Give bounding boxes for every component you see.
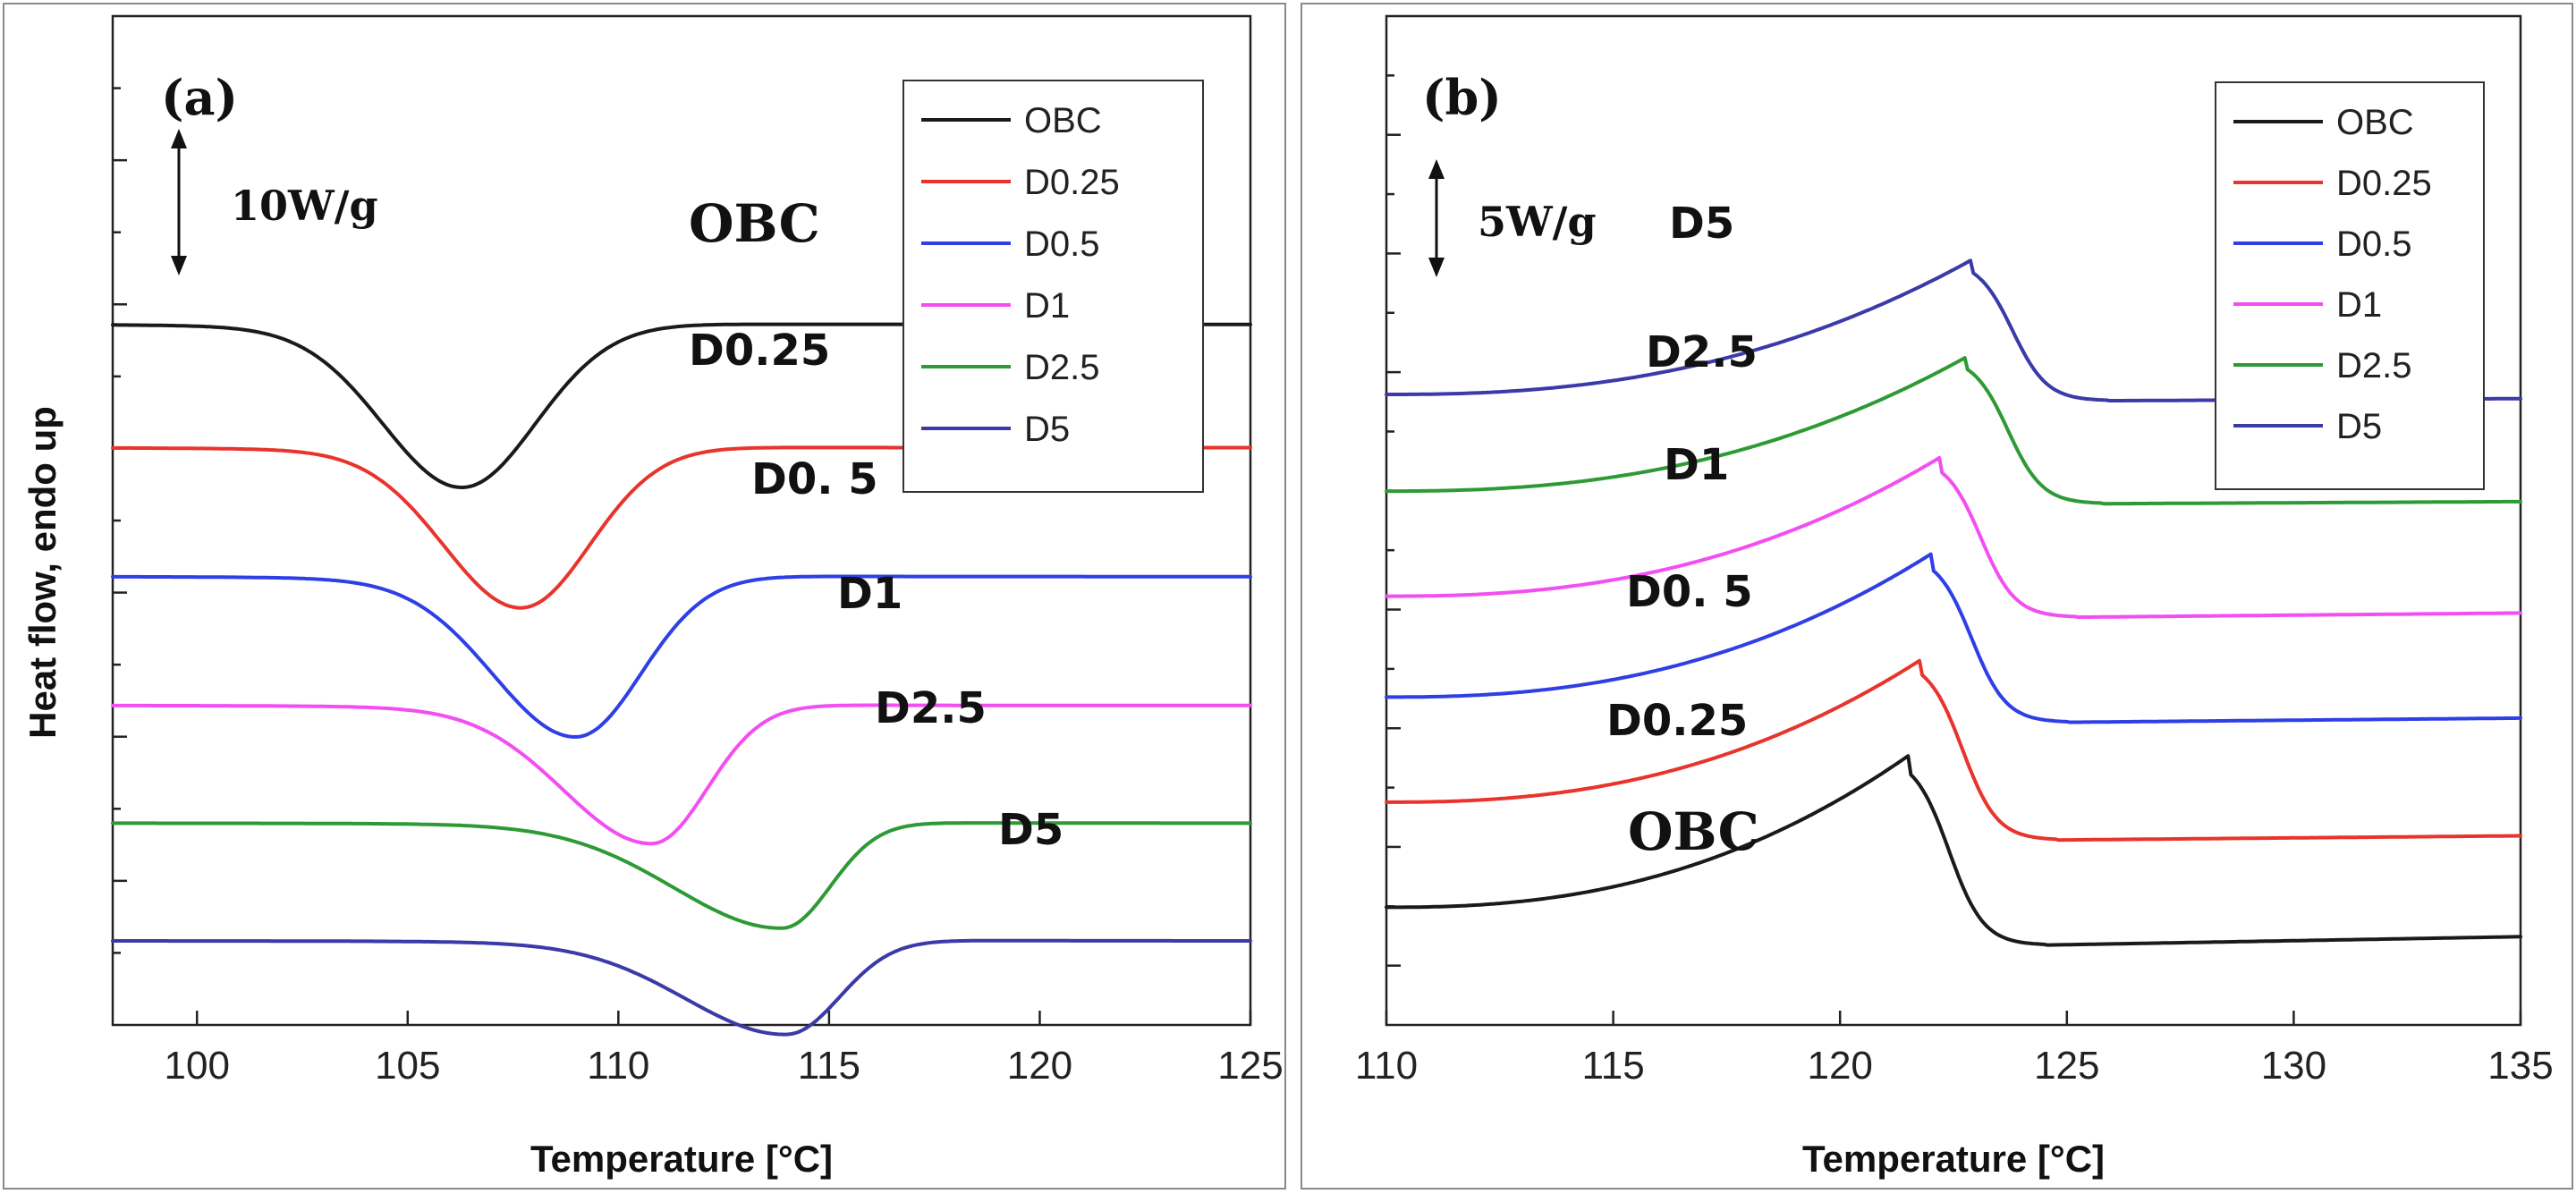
panel-a-scale-arrow-up	[171, 129, 187, 148]
panel-a-curve-labels: OBC D0.25 D0. 5 D1 D2.5 D5	[689, 193, 1063, 855]
panel-b: 110 115 120 125 130 135 (b) 5W/g OBC D0.25 D0…	[1301, 3, 2573, 1190]
panel-b-series	[1385, 258, 2522, 947]
panel-b-border	[1301, 3, 2573, 1190]
panel-a-curve-label-d05: D0. 5	[751, 454, 878, 504]
panel-b-curve-label-d025: D0.25	[1606, 696, 1748, 746]
panel-a-scale-arrow-down	[171, 256, 187, 275]
panel-a-scale-bar: 10W/g	[171, 129, 378, 275]
x-tick-label-120: 120	[1007, 1044, 1072, 1088]
panel-a-x-axis-title: Temperature [°C]	[530, 1138, 833, 1180]
x-tick-label-125: 125	[2034, 1044, 2099, 1088]
x-tick-label-130: 130	[2261, 1044, 2326, 1088]
x-tick-label-110: 110	[587, 1044, 649, 1088]
x-tick-label-115: 115	[1582, 1044, 1645, 1088]
panel-a-curve-label-obc: OBC	[689, 193, 820, 254]
panel-b-scale-label: 5W/g	[1478, 198, 1597, 246]
legend-label-d5: D5	[2336, 407, 2382, 446]
series-line-d0-5	[1385, 552, 2522, 724]
panel-a-curve-label-d25: D2.5	[875, 683, 987, 733]
series-line-d2-5	[111, 821, 1252, 930]
legend-label-d2-5: D2.5	[2336, 346, 2412, 385]
x-tick-label-125: 125	[1217, 1044, 1283, 1088]
panel-a-curve-label-d1: D1	[837, 569, 902, 619]
panel-b-scale-arrow-up	[1428, 159, 1445, 179]
panel-b-curve-label-obc: OBC	[1628, 801, 1759, 862]
series-line-d0-5	[111, 574, 1252, 739]
legend-label-d1: D1	[2336, 285, 2382, 325]
series-line-obc	[1385, 754, 2522, 947]
legend-label-obc: OBC	[2336, 103, 2414, 142]
panel-a-series	[111, 322, 1252, 1037]
panel-a-y-axis-title: Heat flow, endo up	[21, 406, 64, 739]
legend-label-d1: D1	[1024, 286, 1070, 326]
legend-label-d5: D5	[1024, 410, 1070, 449]
panel-a-legend: OBC D0.25 D0.5 D1 D2.5 D5	[902, 80, 1204, 493]
x-tick-label-110: 110	[1355, 1044, 1418, 1088]
series-line-d0-25	[1385, 658, 2522, 843]
panel-a-legend-items: OBC D0.25 D0.5 D1 D2.5 D5	[921, 101, 1120, 449]
panel-a-y-ticks	[113, 87, 127, 954]
panel-a-tag: (a)	[161, 69, 238, 126]
panel-b-curve-label-d5: D5	[1669, 199, 1734, 249]
panel-b-y-ticks	[1386, 74, 1401, 967]
legend-label-d0-5: D0.5	[1024, 224, 1100, 264]
x-tick-label-105: 105	[375, 1044, 440, 1088]
panel-a-legend-box	[902, 80, 1204, 493]
series-line-d1	[1385, 455, 2522, 620]
series-line-d1	[111, 703, 1252, 846]
x-tick-label-120: 120	[1807, 1044, 1872, 1088]
panel-b-plot-frame	[1385, 14, 2522, 1027]
panel-b-legend-box	[2215, 81, 2485, 490]
series-line-d2-5	[1385, 356, 2522, 506]
panel-b-scale-bar: 5W/g	[1428, 159, 1597, 277]
legend-label-d2-5: D2.5	[1024, 348, 1100, 387]
panel-b-tag: (b)	[1422, 69, 1502, 126]
panel-b-curve-labels: OBC D0.25 D0. 5 D1 D2.5 D5	[1606, 199, 1759, 862]
panel-b-x-ticks: 110 115 120 125 130 135	[1355, 1011, 2554, 1088]
panel-b-legend: OBC D0.25 D0.5 D1 D2.5 D5	[2215, 81, 2485, 490]
x-tick-label-115: 115	[798, 1044, 860, 1088]
series-line-d5	[111, 938, 1252, 1037]
panel-a-x-ticks: 100 105 110 115 120 125	[165, 1011, 1284, 1088]
legend-label-obc: OBC	[1024, 101, 1102, 140]
panel-b-legend-items: OBC D0.25 D0.5 D1 D2.5 D5	[2233, 103, 2432, 446]
panel-a-scale-label: 10W/g	[231, 182, 378, 230]
legend-label-d0-25: D0.25	[1024, 163, 1120, 202]
panel-b-curve-label-d05: D0. 5	[1626, 567, 1753, 617]
panel-a: 100 105 110 115 120 125 (a) 10W/g OBC D0.25 D…	[3, 3, 1286, 1190]
panel-b-curve-label-d25: D2.5	[1646, 327, 1758, 377]
panel-a-border	[3, 3, 1286, 1190]
legend-label-d0-25: D0.25	[2336, 164, 2432, 203]
panel-a-curve-label-d025: D0.25	[689, 326, 830, 376]
panel-b-x-axis-title: Temperature [°C]	[1802, 1138, 2105, 1180]
panel-b-curve-label-d1: D1	[1664, 440, 1729, 490]
panel-b-scale-arrow-down	[1428, 258, 1445, 277]
x-tick-label-135: 135	[2487, 1044, 2553, 1088]
x-tick-label-100: 100	[165, 1044, 230, 1088]
panel-a-curve-label-d5: D5	[998, 805, 1063, 855]
legend-label-d0-5: D0.5	[2336, 224, 2412, 264]
